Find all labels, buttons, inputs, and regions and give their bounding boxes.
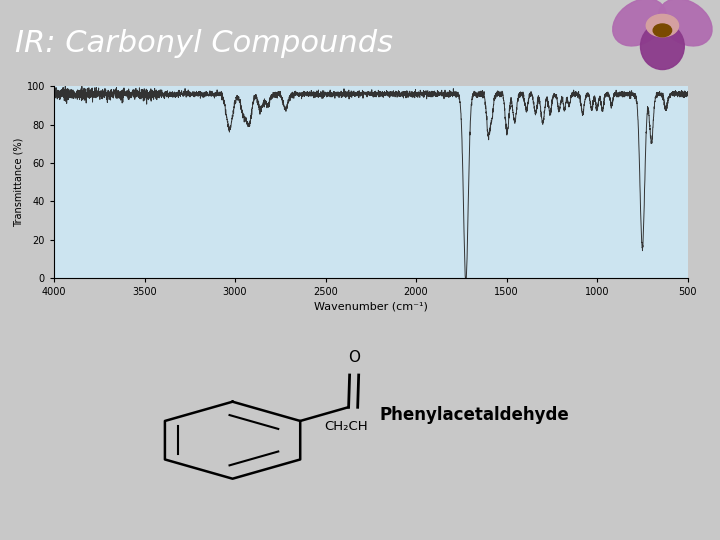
X-axis label: Wavenumber (cm⁻¹): Wavenumber (cm⁻¹): [314, 301, 428, 311]
Circle shape: [647, 15, 678, 37]
Ellipse shape: [613, 0, 666, 46]
Y-axis label: Transmittance (%): Transmittance (%): [14, 138, 24, 227]
Text: Phenylacetaldehyde: Phenylacetaldehyde: [379, 407, 570, 424]
Circle shape: [653, 24, 672, 37]
Ellipse shape: [641, 23, 684, 70]
Text: IR: Carbonyl Compounds: IR: Carbonyl Compounds: [15, 30, 393, 58]
Ellipse shape: [659, 0, 712, 46]
Text: O: O: [348, 350, 360, 365]
Text: CH₂CH: CH₂CH: [324, 420, 367, 433]
